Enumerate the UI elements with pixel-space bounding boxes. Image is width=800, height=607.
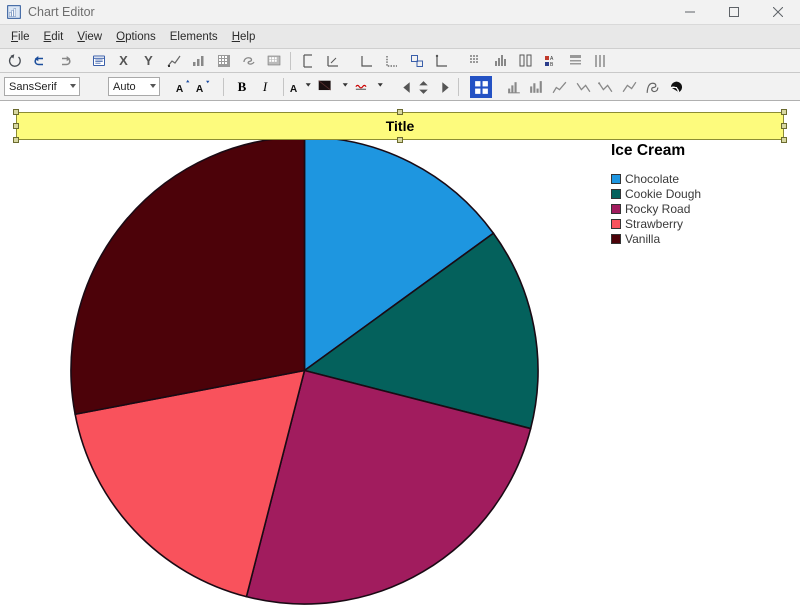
svg-text:B: B	[550, 62, 554, 68]
svg-text:A: A	[175, 83, 183, 94]
svg-text:A: A	[289, 83, 297, 94]
svg-text:A: A	[195, 83, 203, 94]
